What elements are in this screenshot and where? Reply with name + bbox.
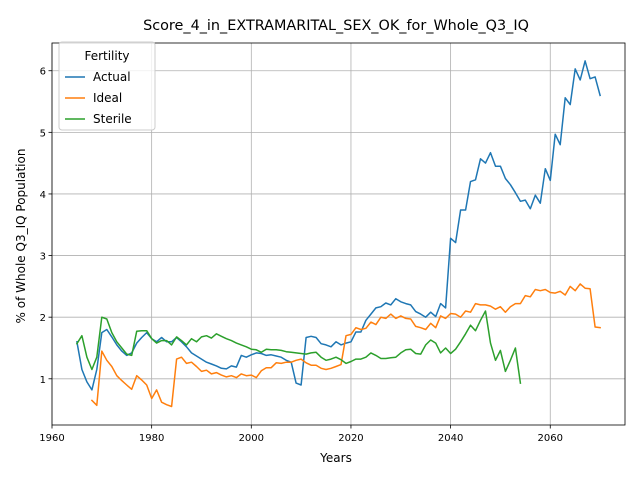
y-tick-label: 4 [40, 190, 46, 201]
legend-label-sterile: Sterile [93, 112, 132, 126]
legend: Fertility Actual Ideal Sterile [58, 41, 156, 131]
axis-ticks: 1960 1980 2000 2020 2040 2060 1 2 3 4 5 6 [39, 67, 563, 444]
legend-title: Fertility [84, 49, 129, 63]
series-line-actual [76, 60, 602, 391]
plot-frame [51, 42, 626, 426]
legend-label-ideal: Ideal [93, 91, 122, 105]
x-tick-label: 2040 [438, 433, 463, 444]
x-tick-label: 1960 [39, 433, 64, 444]
series-line-sterile [75, 310, 522, 384]
series-lines [75, 60, 602, 408]
x-tick-label: 1980 [139, 433, 164, 444]
y-tick-label: 1 [40, 375, 46, 386]
x-tick-label: 2020 [338, 433, 363, 444]
y-tick-label: 5 [40, 128, 46, 139]
legend-label-actual: Actual [93, 70, 131, 84]
x-axis-label: Years [319, 451, 352, 465]
x-tick-label: 2060 [538, 433, 563, 444]
series-line-ideal [90, 283, 601, 408]
legend-box [58, 41, 156, 131]
y-tick-label: 6 [40, 67, 46, 78]
chart-title: Score_4_in_EXTRAMARITAL_SEX_OK_for_Whole… [143, 18, 529, 34]
x-tick-label: 2000 [239, 433, 264, 444]
y-axis-label: % of Whole Q3_IQ Population [14, 149, 28, 324]
y-tick-label: 3 [40, 252, 46, 263]
y-tick-label: 2 [40, 313, 46, 324]
grid [51, 43, 625, 425]
